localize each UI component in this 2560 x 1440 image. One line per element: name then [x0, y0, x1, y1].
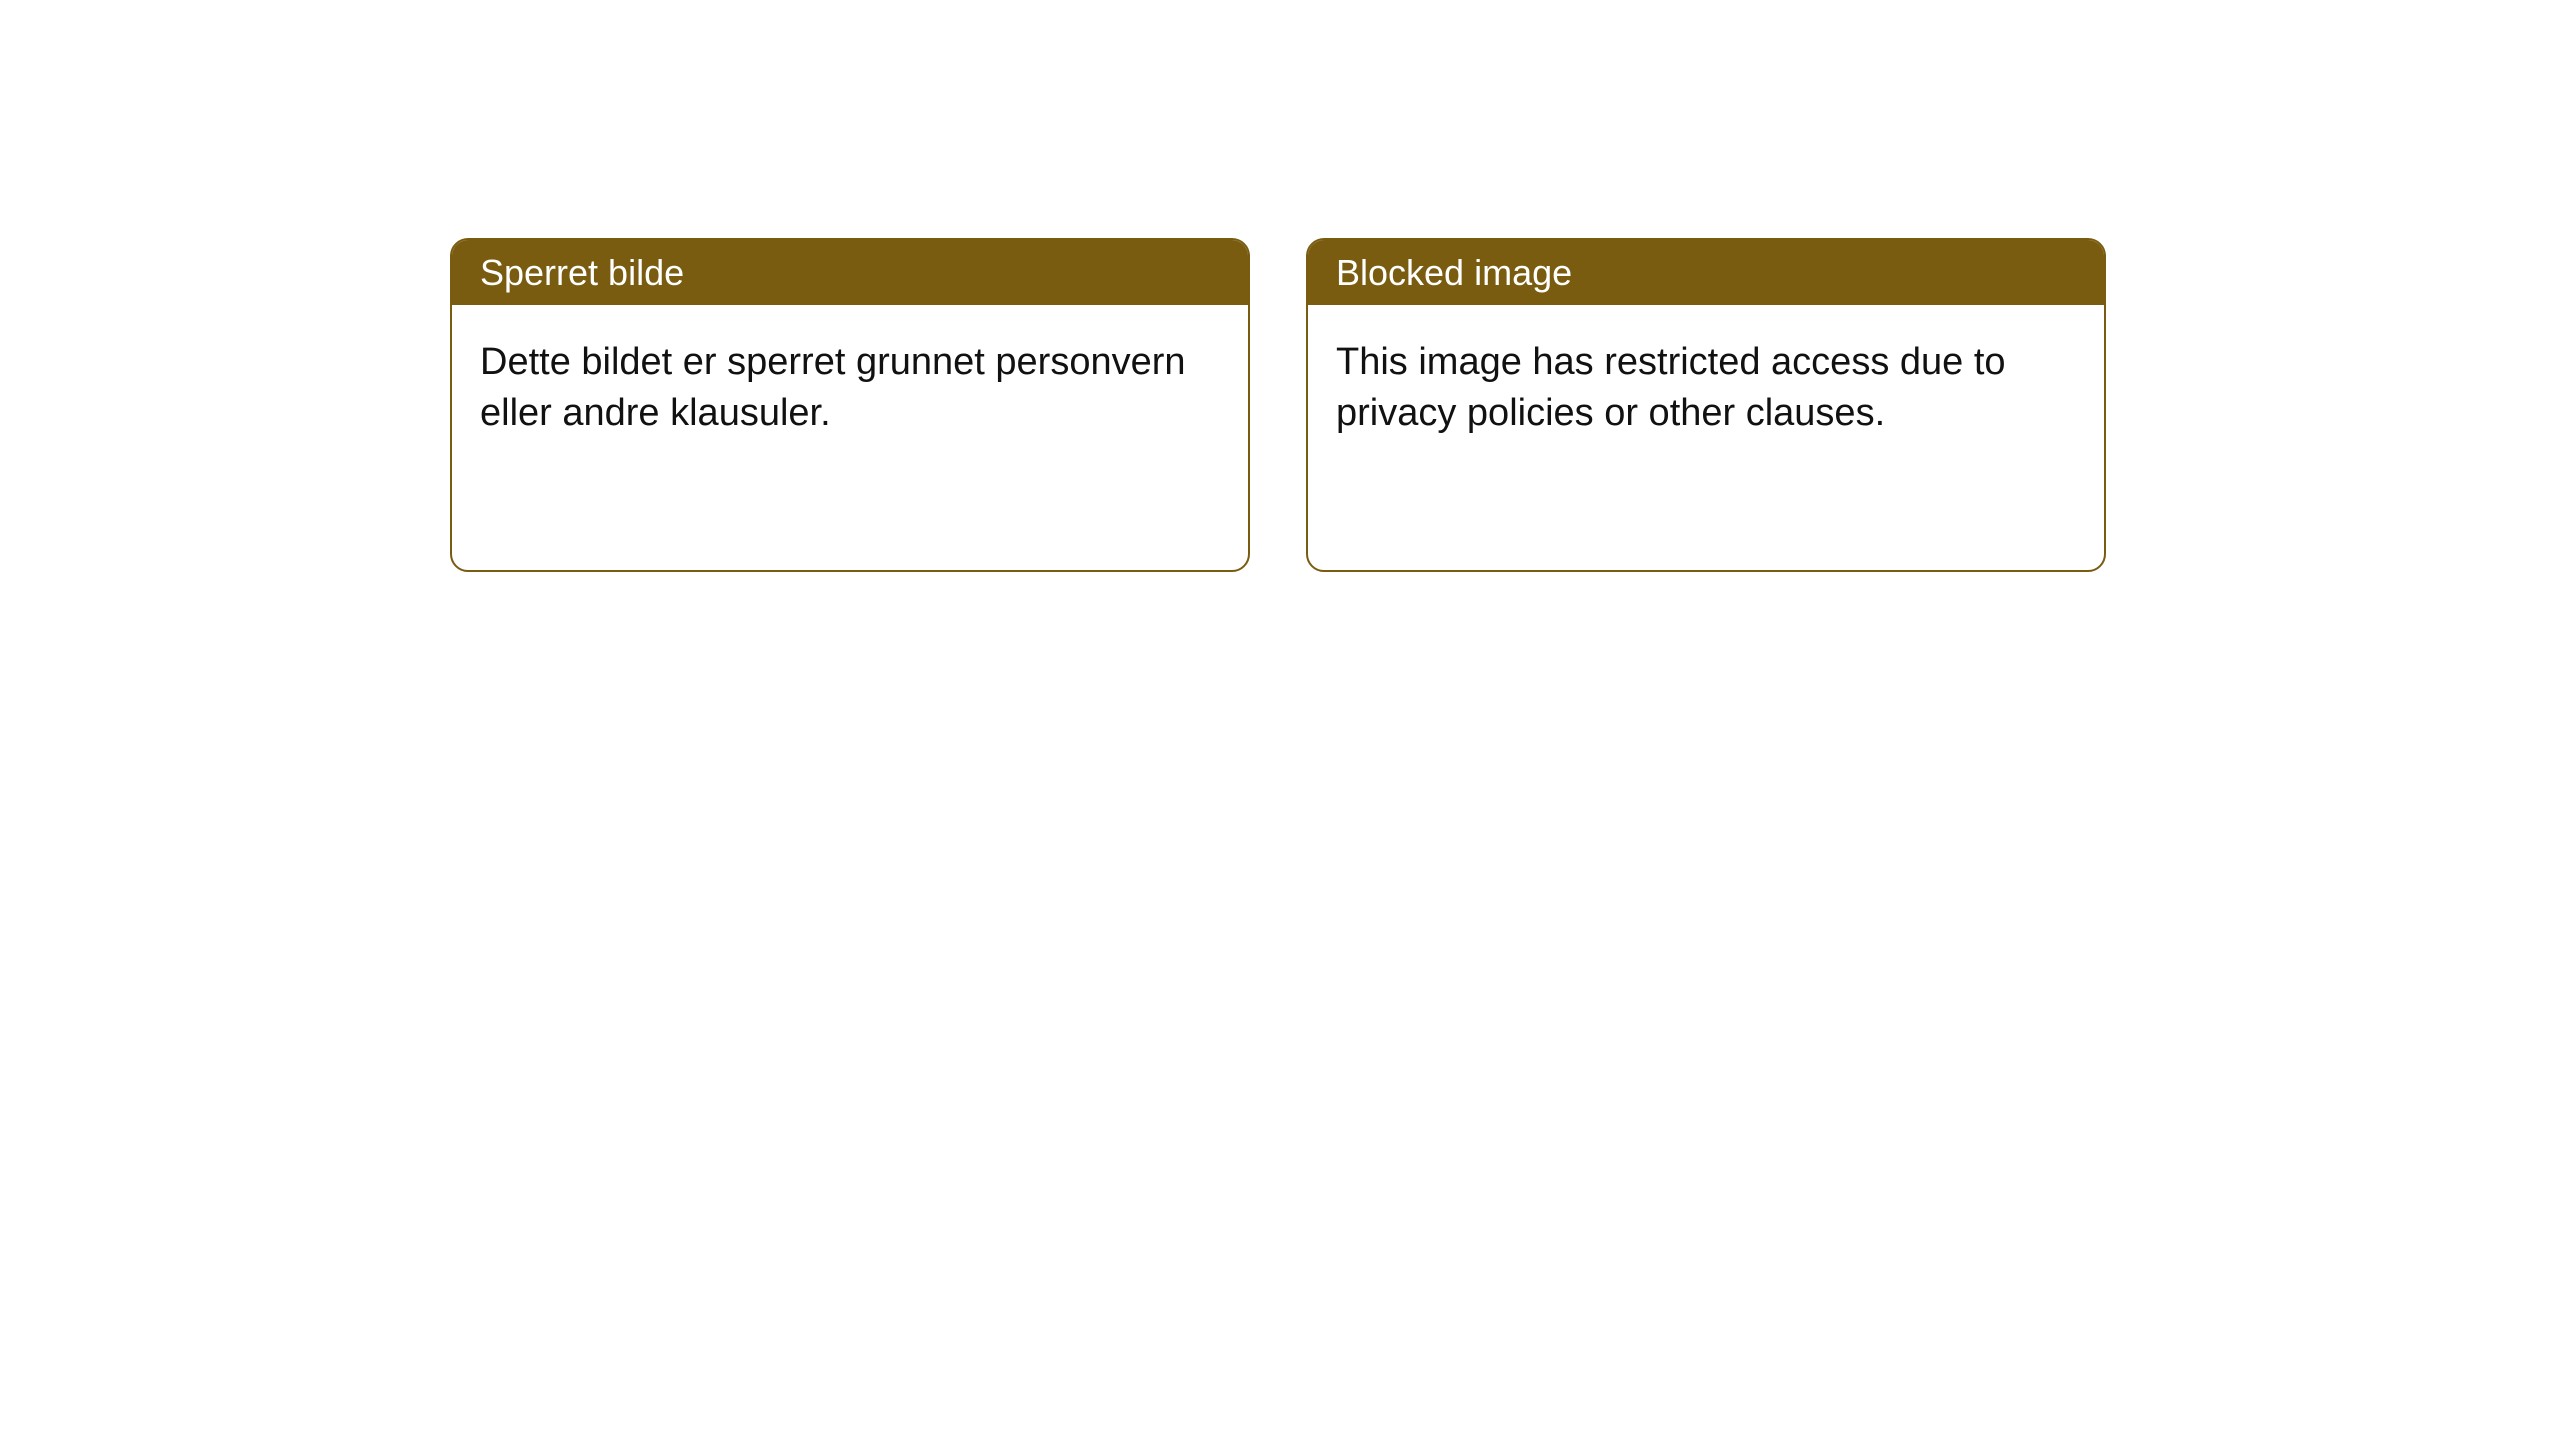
notice-card-norwegian: Sperret bilde Dette bildet er sperret gr…: [450, 238, 1250, 572]
notice-cards-row: Sperret bilde Dette bildet er sperret gr…: [450, 238, 2106, 572]
notice-card-header: Sperret bilde: [452, 240, 1248, 305]
notice-card-header: Blocked image: [1308, 240, 2104, 305]
notice-card-body: Dette bildet er sperret grunnet personve…: [452, 305, 1248, 570]
notice-card-english: Blocked image This image has restricted …: [1306, 238, 2106, 572]
page-viewport: Sperret bilde Dette bildet er sperret gr…: [0, 0, 2560, 1440]
notice-card-body: This image has restricted access due to …: [1308, 305, 2104, 570]
